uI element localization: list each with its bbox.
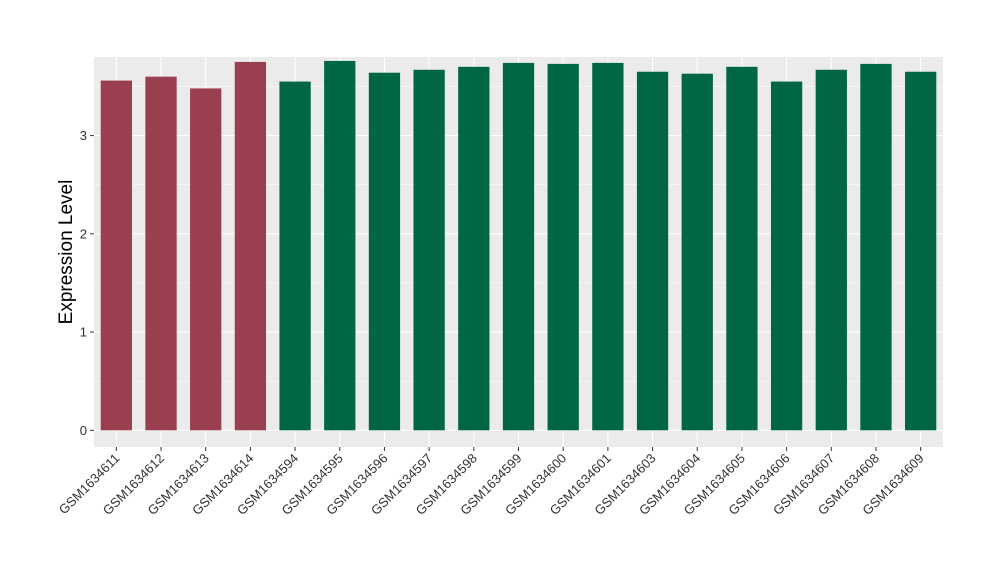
bar-GSM1634596	[368, 72, 401, 431]
bar-GSM1634598	[458, 66, 490, 431]
x-axis: GSM1634611GSM1634612GSM1634613GSM1634614…	[56, 447, 927, 518]
bar-GSM1634612	[145, 76, 177, 431]
y-tick-label: 2	[80, 226, 87, 241]
bar-GSM1634597	[413, 69, 445, 431]
y-tick-label: 0	[80, 423, 87, 438]
bars	[100, 60, 937, 431]
bar-GSM1634606	[770, 81, 803, 431]
y-tick-label: 1	[80, 325, 87, 340]
bar-GSM1634611	[100, 80, 132, 431]
bar-GSM1634605	[726, 66, 758, 431]
bar-GSM1634601	[592, 62, 624, 431]
bar-GSM1634594	[279, 81, 311, 431]
bar-GSM1634599	[502, 62, 535, 431]
y-tick-label: 3	[80, 128, 87, 143]
bar-GSM1634595	[324, 60, 356, 431]
bar-GSM1634604	[681, 73, 713, 431]
bar-GSM1634614	[234, 61, 267, 431]
bar-GSM1634608	[860, 63, 892, 431]
bar-GSM1634600	[547, 63, 579, 431]
bar-GSM1634607	[815, 69, 847, 431]
y-axis-title: Expression Level	[56, 180, 77, 325]
bar-GSM1634603	[636, 71, 669, 431]
bar-GSM1634609	[905, 71, 937, 431]
bar-GSM1634613	[190, 88, 222, 431]
y-axis: 0 1 2 3	[80, 128, 94, 438]
